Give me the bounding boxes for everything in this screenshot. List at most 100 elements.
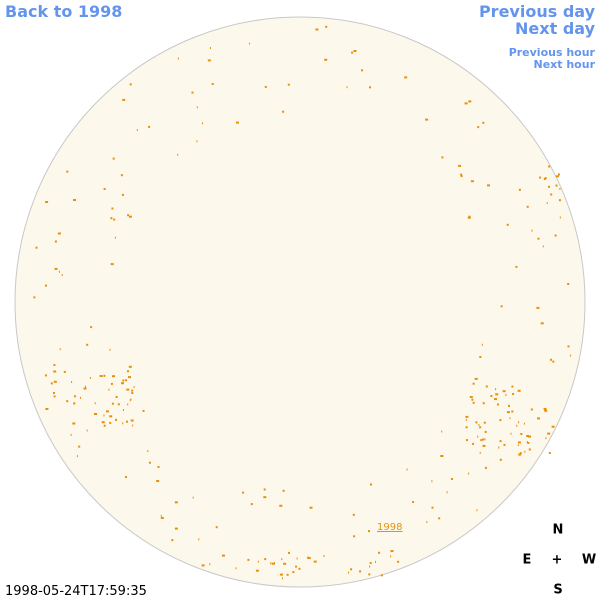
feature-speck <box>378 551 381 554</box>
feature-speck <box>279 504 283 507</box>
feature-speck <box>235 567 237 570</box>
feature-speck <box>537 237 540 240</box>
feature-speck <box>247 558 250 561</box>
feature-speck <box>288 551 290 554</box>
feature-speck <box>502 390 506 393</box>
feature-speck <box>482 121 485 124</box>
feature-speck <box>470 180 474 183</box>
back-link[interactable]: Back to 1998 <box>5 2 122 21</box>
feature-speck <box>177 153 179 156</box>
previous-day-link[interactable]: Previous day <box>479 2 596 21</box>
feature-speck <box>127 214 130 217</box>
feature-speck <box>177 57 179 60</box>
feature-speck <box>479 356 482 358</box>
feature-speck <box>368 530 370 533</box>
next-hour-link[interactable]: Next hour <box>534 58 596 71</box>
feature-speck <box>196 140 198 143</box>
feature-speck <box>89 376 91 379</box>
feature-speck <box>127 370 129 373</box>
feature-speck <box>397 560 400 563</box>
feature-speck <box>270 562 272 565</box>
feature-speck <box>287 83 290 86</box>
feature-speck <box>136 129 138 132</box>
feature-speck <box>109 348 111 351</box>
feature-speck <box>426 521 428 524</box>
feature-speck <box>490 395 493 397</box>
feature-speck <box>255 569 259 572</box>
feature-speck <box>45 408 49 410</box>
feature-speck <box>250 503 253 506</box>
feature-speck <box>45 284 47 287</box>
feature-speck <box>559 216 561 219</box>
feature-speck <box>192 496 194 499</box>
feature-speck <box>465 426 468 429</box>
feature-speck <box>53 370 57 373</box>
feature-speck <box>211 83 214 85</box>
feature-speck <box>298 567 301 570</box>
feature-speck <box>148 461 151 464</box>
feature-speck <box>517 444 519 447</box>
feature-speck <box>236 121 239 124</box>
feature-speck <box>59 348 61 351</box>
feature-speck <box>546 202 548 205</box>
feature-speck <box>446 491 448 494</box>
feature-speck <box>552 360 555 363</box>
feature-speck <box>207 59 211 62</box>
feature-speck <box>125 476 127 478</box>
disk-label[interactable]: 1998 <box>377 522 402 533</box>
feature-speck <box>117 403 120 406</box>
feature-speck <box>350 568 353 571</box>
feature-speck <box>554 234 557 237</box>
feature-speck <box>94 402 96 405</box>
feature-speck <box>483 421 486 424</box>
feature-speck <box>109 415 113 418</box>
feature-speck <box>482 438 485 441</box>
feature-speck <box>126 420 128 423</box>
feature-speck <box>263 488 266 491</box>
feature-speck <box>286 573 289 576</box>
feature-speck <box>519 452 522 455</box>
feature-speck <box>257 560 259 563</box>
feature-speck <box>296 557 298 560</box>
feature-speck <box>440 455 444 457</box>
feature-speck <box>510 432 512 435</box>
feature-speck <box>484 438 486 441</box>
features <box>33 25 571 580</box>
feature-speck <box>174 501 178 504</box>
feature-speck <box>99 375 103 377</box>
feature-speck <box>518 188 521 191</box>
feature-speck <box>485 385 488 388</box>
solar-disk <box>14 16 586 588</box>
compass-west: W <box>582 553 596 568</box>
feature-speck <box>54 240 57 243</box>
feature-speck <box>292 571 295 574</box>
feature-speck <box>106 410 109 413</box>
feature-speck <box>120 174 123 177</box>
feature-speck <box>547 432 551 435</box>
feature-speck <box>482 444 486 447</box>
feature-speck <box>390 555 392 558</box>
feature-speck <box>495 393 499 396</box>
feature-speck <box>126 388 130 391</box>
feature-speck <box>551 425 555 428</box>
feature-speck <box>142 409 145 412</box>
feature-speck <box>477 435 479 438</box>
feature-speck <box>476 509 478 512</box>
feature-speck <box>375 560 376 563</box>
next-day-link[interactable]: Next day <box>515 19 596 38</box>
compass-center: + <box>552 553 563 568</box>
feature-speck <box>53 395 56 398</box>
previous-hour-link[interactable]: Previous hour <box>509 46 596 59</box>
feature-speck <box>129 399 131 402</box>
timestamp: 1998-05-24T17:59:35 <box>5 584 147 599</box>
feature-speck <box>368 573 371 576</box>
feature-speck <box>198 538 200 541</box>
feature-speck <box>53 380 57 383</box>
feature-speck <box>484 430 487 433</box>
feature-speck <box>548 452 551 454</box>
feature-speck <box>550 358 552 361</box>
feature-speck <box>160 517 164 519</box>
feature-speck <box>123 408 124 411</box>
feature-speck <box>122 379 125 382</box>
feature-speck <box>542 245 544 248</box>
